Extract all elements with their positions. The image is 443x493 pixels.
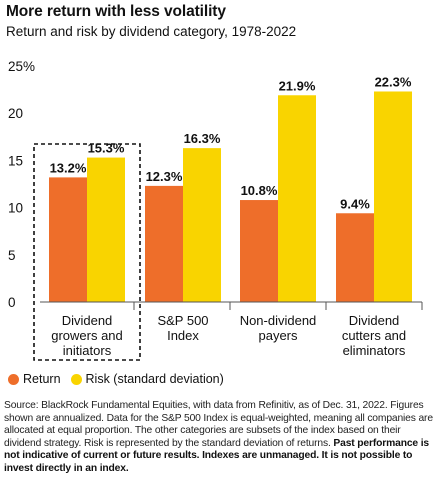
bar-risk xyxy=(87,157,125,302)
highlight-box xyxy=(33,143,141,361)
data-label-return: 12.3% xyxy=(146,169,183,184)
legend-label-return: Return xyxy=(23,372,61,386)
legend-swatch-risk xyxy=(70,373,82,385)
bar-return xyxy=(49,177,87,302)
x-tick-label: growers and xyxy=(51,328,123,343)
legend-label-risk: Risk (standard deviation) xyxy=(85,372,224,386)
legend: Return Risk (standard deviation) xyxy=(8,372,234,386)
bar-chart: 0 5 10 15 20 25% 13.2% 12.3% 10.8% 9.4% 15.3% 16.3%… xyxy=(8,59,423,361)
bar-return xyxy=(336,213,374,302)
bar-risk xyxy=(183,148,221,302)
source-text: Source: BlackRock Fundamental Equities, … xyxy=(4,400,433,449)
x-tick-label: Non-dividend xyxy=(240,313,317,328)
y-tick-label: 0 xyxy=(8,295,16,310)
data-label-risk: 16.3% xyxy=(184,131,221,146)
x-tick-label: cutters and xyxy=(342,328,406,343)
data-label-return: 9.4% xyxy=(340,196,370,211)
chart-title: More return with less volatility xyxy=(6,3,226,20)
x-tick-label: S&P 500 xyxy=(157,313,208,328)
x-tick-label: initiators xyxy=(63,343,112,358)
data-label-risk: 22.3% xyxy=(375,74,412,89)
legend-item-risk: Risk (standard deviation) xyxy=(70,372,224,386)
x-tick-label: Dividend xyxy=(349,313,400,328)
legend-swatch-return xyxy=(8,373,19,385)
x-tick-label: Index xyxy=(167,328,199,343)
x-tick-label: payers xyxy=(258,328,298,343)
bar-return xyxy=(240,200,278,302)
y-tick-label: 10 xyxy=(8,201,23,216)
data-label-return: 10.8% xyxy=(241,183,278,198)
disclaimer-text: Past performance is not indicative of cu… xyxy=(4,437,429,474)
y-tick-label: 20 xyxy=(8,106,23,121)
legend-item-return: Return xyxy=(8,372,61,386)
y-tick-label: 25% xyxy=(8,59,35,74)
source-note: Source: BlackRock Fundamental Equities, … xyxy=(4,400,440,476)
chart-subtitle: Return and risk by dividend category, 19… xyxy=(6,24,297,39)
y-tick-label: 15 xyxy=(8,153,23,168)
data-label-risk: 21.9% xyxy=(279,78,316,93)
x-tick-label: eliminators xyxy=(343,343,406,358)
bar-risk xyxy=(374,91,412,302)
bar-risk xyxy=(278,95,316,302)
data-label-risk: 15.3% xyxy=(88,141,125,156)
bar-return xyxy=(145,185,183,302)
data-label-return: 13.2% xyxy=(50,160,87,175)
x-tick-label: Dividend xyxy=(62,313,113,328)
y-tick-label: 5 xyxy=(8,248,16,263)
